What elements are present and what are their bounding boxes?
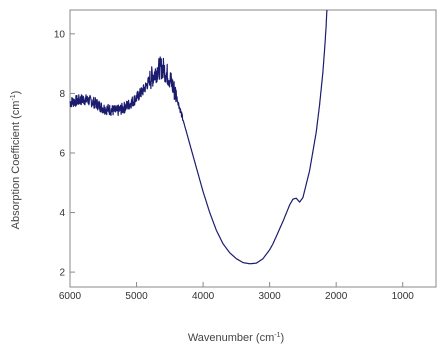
y-tick-label: 8	[59, 89, 65, 100]
x-axis-unit-exp: -1	[274, 332, 280, 339]
y-axis-unit-open: (	[10, 115, 22, 119]
x-axis-ticks: 6000 5000 4000 3000 2000 1000	[59, 282, 414, 302]
y-axis-label-text: Absorption Coefficient	[10, 122, 22, 229]
x-tick-label: 1000	[392, 291, 415, 302]
x-tick-label: 2000	[325, 291, 348, 302]
x-tick-label: 3000	[259, 291, 282, 302]
x-axis-unit-close: )	[280, 332, 284, 344]
y-tick-label: 2	[59, 268, 65, 279]
y-axis-label: Absorption Coefficient (cm-1)	[10, 91, 22, 230]
plot-frame	[69, 9, 437, 288]
y-axis-unit-exp: -1	[10, 94, 17, 100]
x-axis-unit: cm	[260, 332, 275, 344]
y-tick-label: 4	[59, 208, 65, 219]
y-axis-unit-close: )	[10, 91, 22, 95]
x-tick-label: 4000	[192, 291, 215, 302]
y-tick-label: 6	[59, 148, 65, 159]
y-axis-ticks: 2 4 6 8 10	[54, 29, 75, 279]
y-axis-unit: cm	[10, 101, 22, 116]
series-line	[69, 9, 328, 265]
x-tick-label: 5000	[125, 291, 148, 302]
x-axis-label-text: Wavenumber	[188, 332, 253, 344]
y-tick-label: 10	[54, 29, 66, 40]
x-axis-unit-open: (	[256, 332, 260, 344]
x-axis-label: Wavenumber (cm-1)	[188, 332, 284, 344]
x-tick-label: 6000	[59, 291, 82, 302]
